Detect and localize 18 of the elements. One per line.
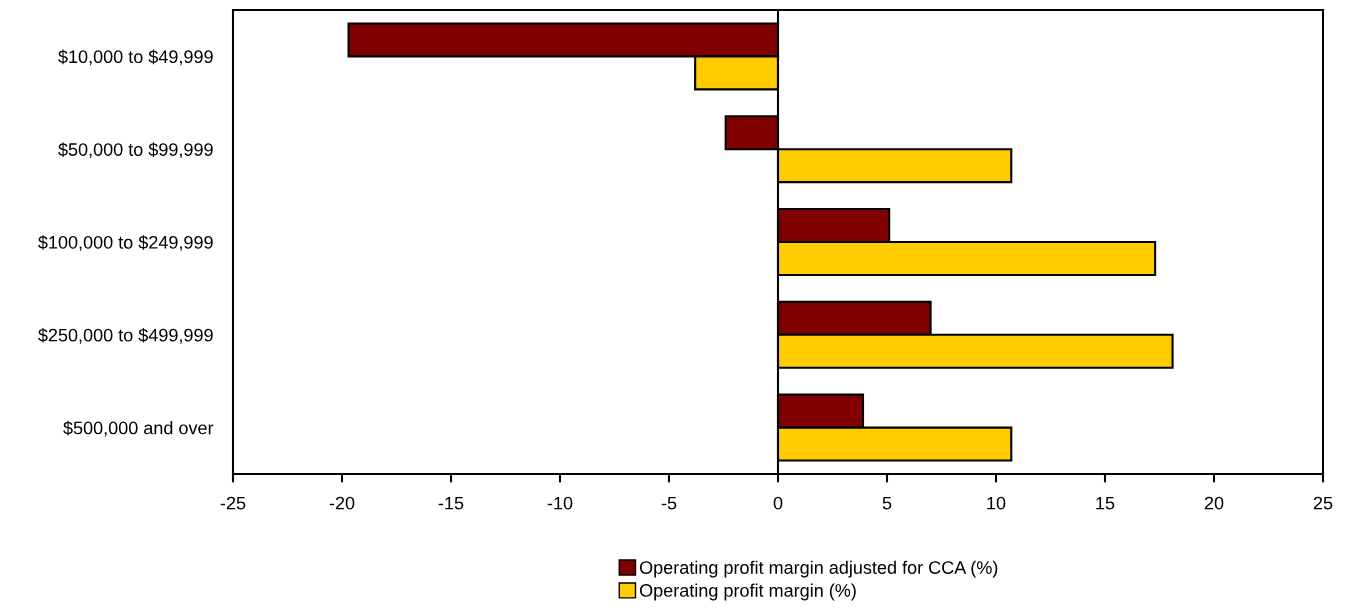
- y-tick-label: $50,000 to $99,999: [58, 142, 213, 159]
- y-tick-label: $250,000 to $499,999: [38, 327, 213, 344]
- x-tick-label: 5: [882, 496, 892, 510]
- x-tick-label: 0: [773, 496, 783, 510]
- x-tick-label: 25: [1313, 496, 1333, 510]
- x-tick-label: -5: [661, 496, 677, 510]
- y-tick-label: $100,000 to $249,999: [38, 235, 213, 251]
- y-tick-label: $500,000 and over: [63, 420, 214, 437]
- x-tick-label: 10: [987, 496, 1006, 510]
- x-tick-label: 15: [1096, 496, 1115, 510]
- legend-label: Operating profit margin adjusted for CCA (%): [639, 560, 998, 578]
- x-tick-label: -25: [220, 496, 246, 510]
- legend-label: Operating profit margin (%): [639, 583, 856, 601]
- y-tick-label: $10,000 to $49,999: [58, 49, 213, 66]
- x-tick-label: -10: [547, 496, 573, 510]
- x-tick-label: 20: [1204, 496, 1224, 510]
- x-tick-label: -15: [438, 496, 464, 510]
- x-tick-label: -20: [329, 496, 355, 510]
